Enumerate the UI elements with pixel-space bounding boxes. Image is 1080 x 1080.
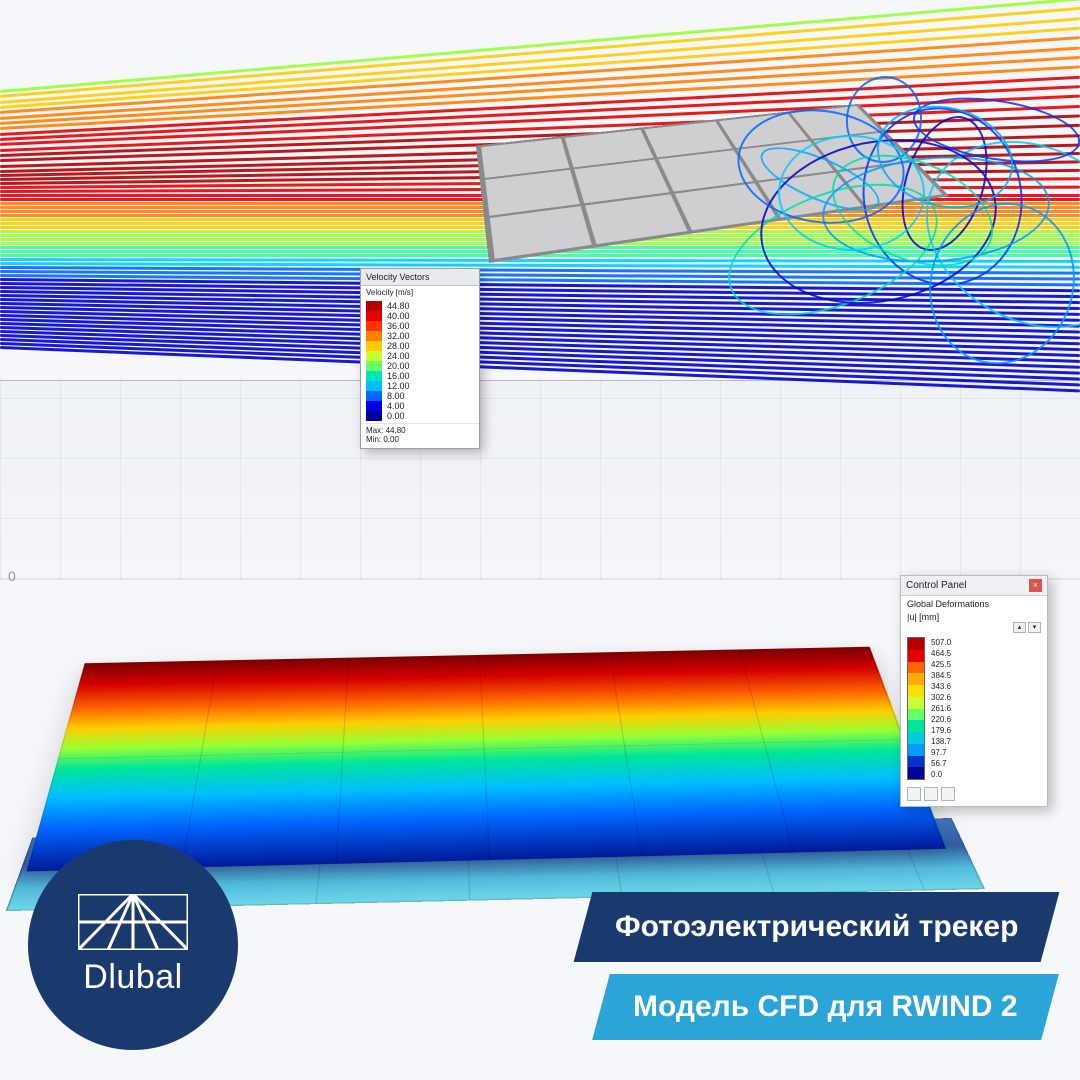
- lower-scene: [30, 520, 1050, 900]
- legend-up-button[interactable]: ▴: [1013, 622, 1026, 633]
- deformation-value-labels: 507.0464.5425.5384.5343.6302.6261.6220.6…: [925, 637, 951, 780]
- legend-option-button[interactable]: [924, 787, 938, 801]
- velocity-legend-unit: Velocity [m/s]: [361, 286, 479, 297]
- stage: 0 Velocity Vectors Velocity [m/s] 44.804…: [0, 0, 1080, 1080]
- deformation-legend-unit: |u| [mm]: [901, 609, 1047, 622]
- upper-scene: [0, 0, 1080, 420]
- deformation-legend-title: Control Panel: [906, 580, 967, 591]
- bridge-icon: [78, 894, 188, 950]
- title-banner-secondary: Модель CFD для RWIND 2: [593, 974, 1059, 1040]
- turbulence-loops: [720, 70, 1050, 300]
- brand-name: Dlubal: [83, 958, 182, 997]
- deformation-legend-subtitle: Global Deformations: [901, 596, 1047, 609]
- axis-origin-label: 0: [8, 568, 16, 584]
- velocity-legend-footer: Max: 44.80 Min: 0.00: [361, 423, 479, 448]
- deformation-surface: [27, 647, 947, 872]
- legend-option-button[interactable]: [907, 787, 921, 801]
- deformation-color-bar: [907, 637, 925, 780]
- velocity-legend[interactable]: Velocity Vectors Velocity [m/s] 44.8040.…: [360, 268, 480, 449]
- deformation-legend-controls: ▴ ▾: [901, 622, 1047, 633]
- legend-down-button[interactable]: ▾: [1028, 622, 1041, 633]
- legend-option-button[interactable]: [941, 787, 955, 801]
- velocity-value-labels: 44.8040.0036.0032.0028.0024.0020.0016.00…: [382, 301, 410, 421]
- deformation-legend[interactable]: Control Panel × Global Deformations |u| …: [900, 575, 1048, 807]
- velocity-legend-title: Velocity Vectors: [361, 269, 479, 286]
- title-banner-primary: Фотоэлектрический трекер: [573, 892, 1059, 962]
- deformation-grid-overlay: [27, 647, 947, 872]
- velocity-color-bar: [366, 301, 382, 421]
- brand-logo: Dlubal: [28, 840, 238, 1050]
- close-icon[interactable]: ×: [1029, 579, 1042, 592]
